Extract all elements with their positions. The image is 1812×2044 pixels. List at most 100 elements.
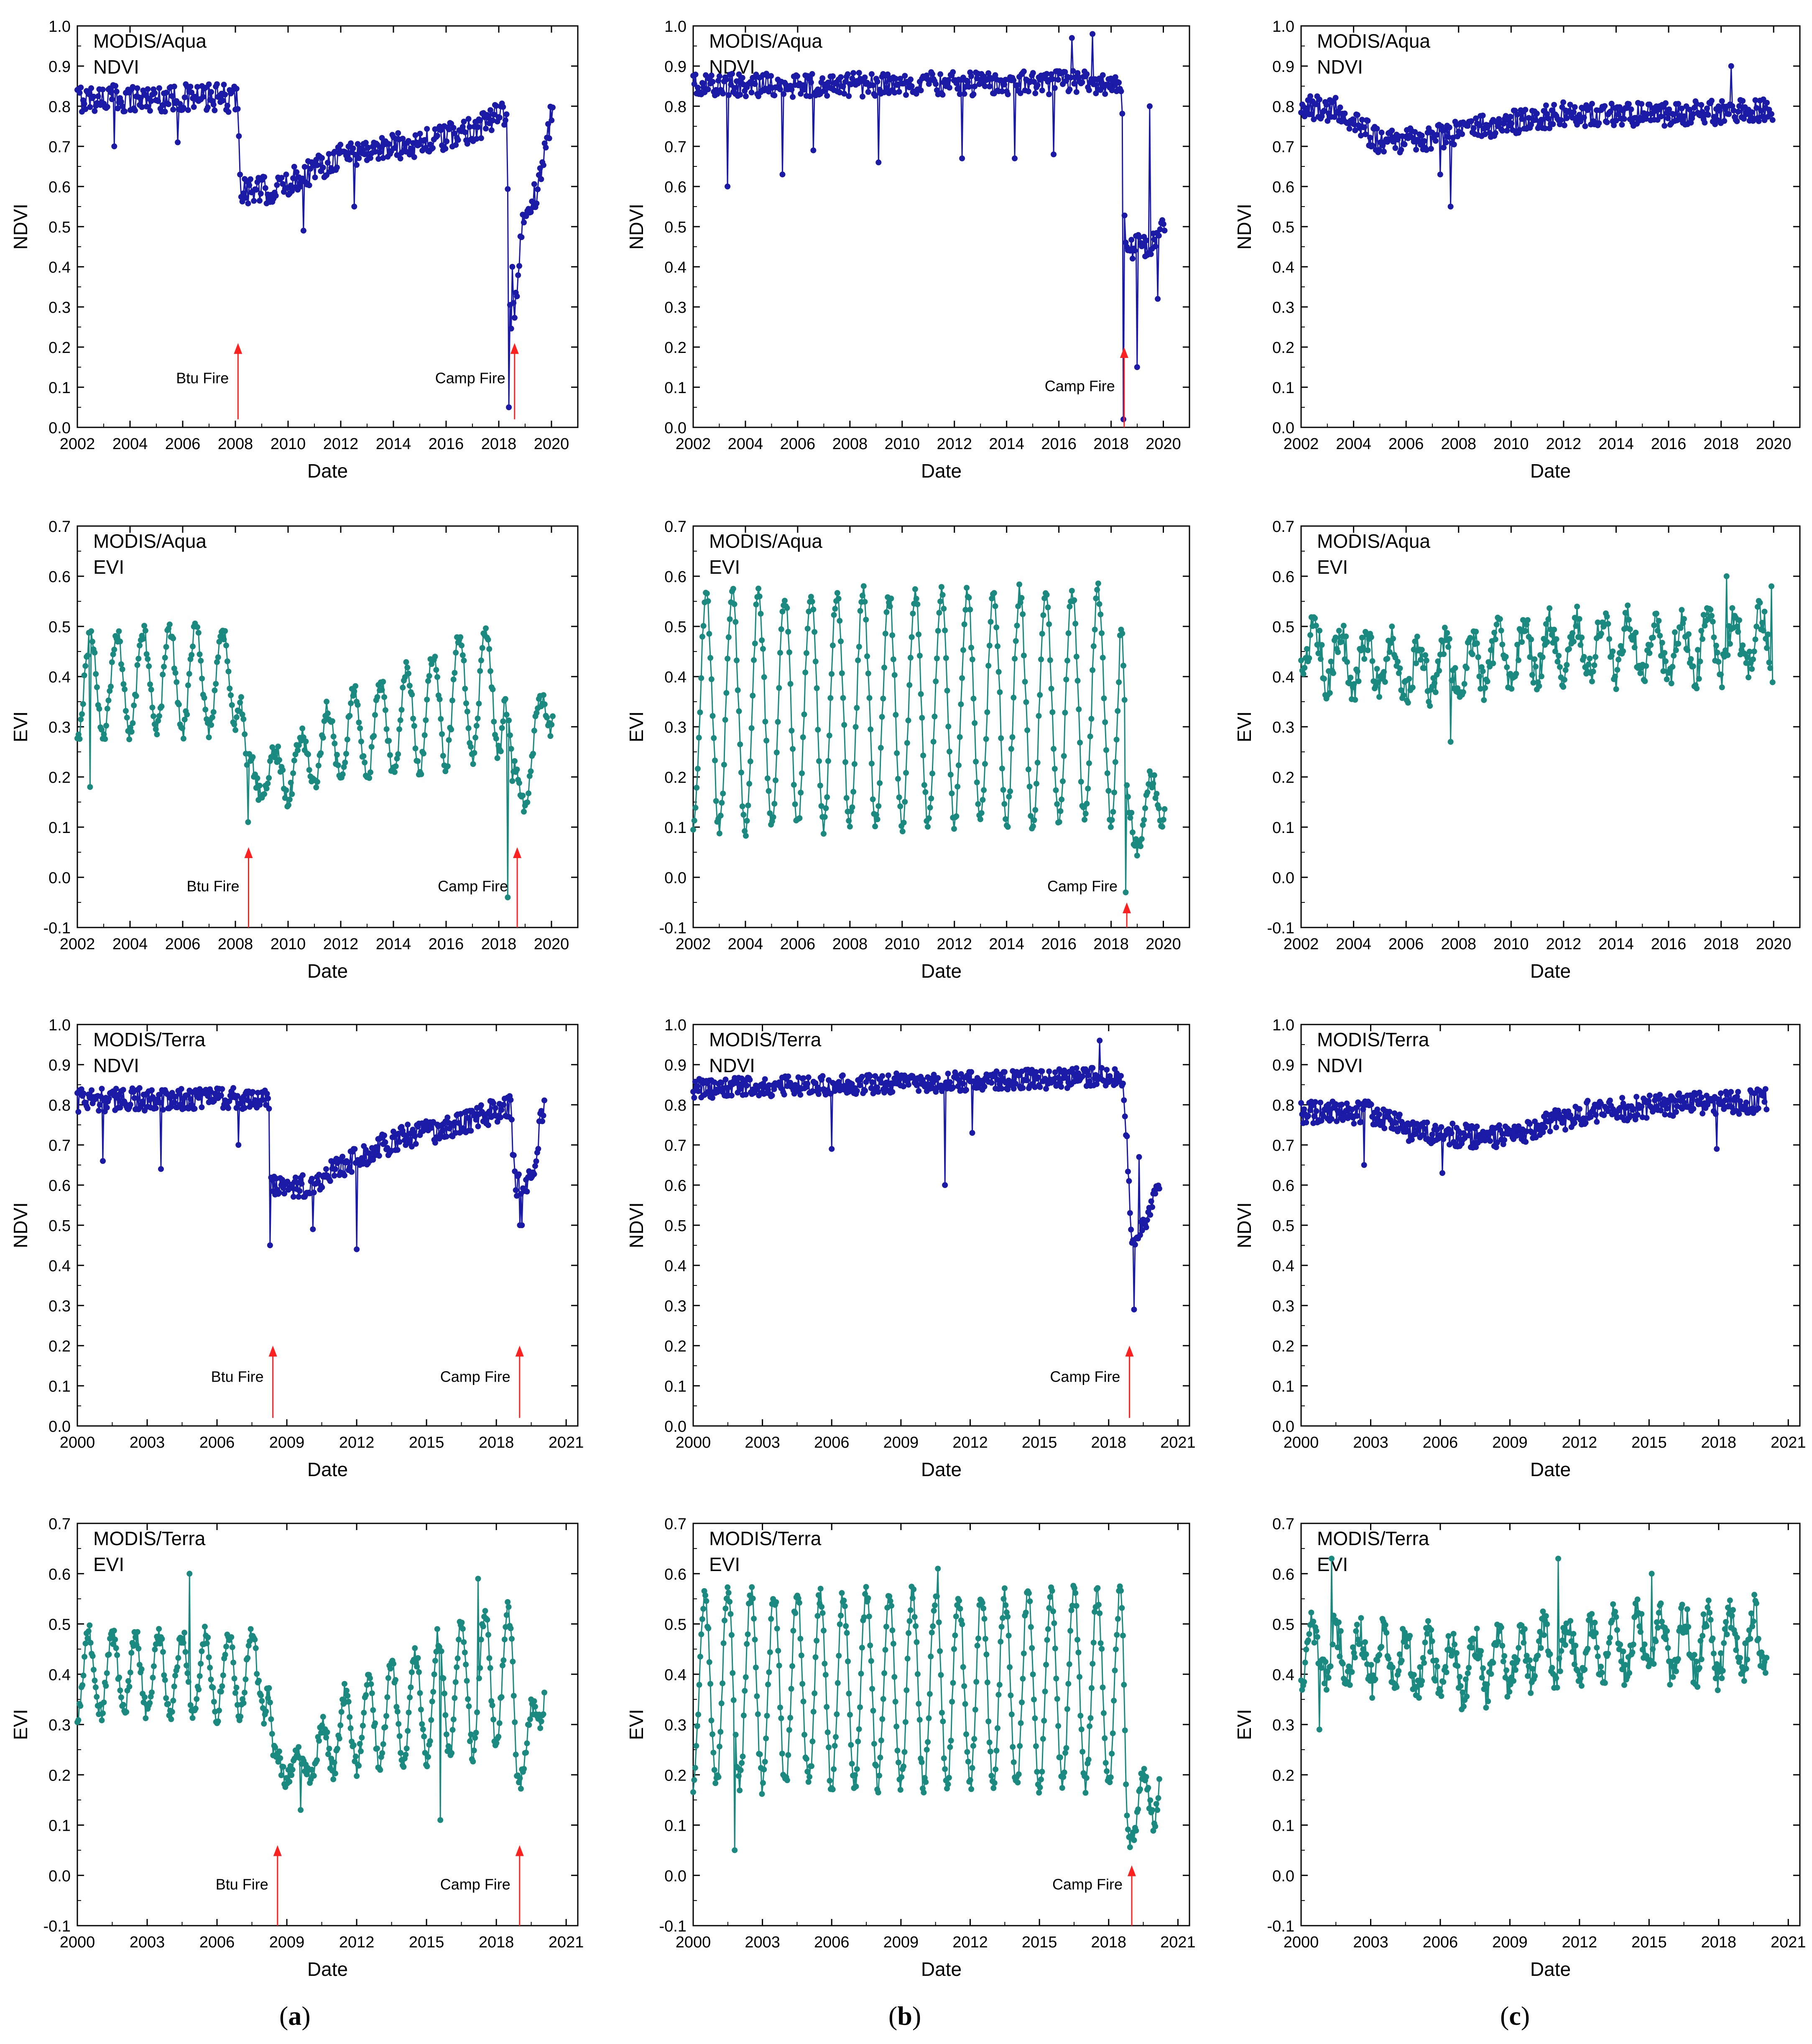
- data-point: [505, 894, 511, 900]
- chart-sensor-label: MODIS/Terra: [93, 1528, 206, 1549]
- y-tick-label: 1.0: [48, 1017, 71, 1034]
- data-point: [356, 155, 362, 161]
- x-tick-label: 2000: [676, 1434, 711, 1451]
- data-point: [715, 77, 722, 84]
- data-point: [1611, 122, 1617, 128]
- data-point: [1644, 1115, 1650, 1121]
- data-point: [903, 770, 909, 776]
- data-point: [1595, 619, 1601, 626]
- data-point: [1369, 142, 1376, 148]
- data-point: [160, 1649, 166, 1655]
- data-point: [748, 89, 755, 96]
- data-point: [1338, 639, 1345, 645]
- chart-sensor-label: MODIS/Aqua: [93, 530, 207, 552]
- data-point: [1152, 243, 1159, 250]
- data-point: [470, 761, 476, 767]
- data-point: [288, 779, 294, 786]
- data-point: [914, 601, 921, 608]
- data-point: [1698, 628, 1705, 634]
- data-point: [233, 714, 240, 721]
- data-point: [1474, 1123, 1480, 1129]
- data-point: [1448, 1130, 1455, 1136]
- data-point: [515, 272, 521, 278]
- data-point: [1313, 623, 1319, 629]
- data-point: [506, 404, 512, 410]
- data-point: [1680, 620, 1686, 626]
- data-point: [905, 717, 911, 723]
- data-point: [718, 1080, 725, 1086]
- data-point: [827, 695, 834, 701]
- data-point: [82, 663, 89, 669]
- y-tick-label: 0.4: [1272, 1257, 1294, 1275]
- data-point: [501, 122, 508, 128]
- data-point: [711, 735, 717, 741]
- data-point: [92, 1684, 99, 1690]
- y-tick-label: 0.2: [664, 1338, 687, 1355]
- y-tick-label: 0.5: [48, 1616, 71, 1634]
- data-point: [1666, 106, 1672, 112]
- data-point: [1514, 112, 1521, 118]
- data-point: [763, 738, 770, 744]
- data-point: [1051, 746, 1057, 752]
- data-point: [1378, 129, 1385, 135]
- data-point: [1501, 1137, 1508, 1143]
- data-point: [1717, 107, 1723, 114]
- data-point: [1727, 641, 1733, 647]
- data-point: [1714, 1146, 1720, 1152]
- data-point: [1128, 1226, 1134, 1233]
- data-point: [510, 300, 517, 306]
- data-point: [1307, 632, 1313, 638]
- data-point: [1538, 673, 1544, 680]
- data-point: [251, 198, 257, 204]
- data-point: [189, 1101, 195, 1108]
- data-point: [902, 799, 908, 805]
- data-point: [380, 679, 386, 685]
- data-point: [157, 1099, 163, 1106]
- data-point: [1409, 685, 1416, 690]
- data-point: [485, 1122, 491, 1128]
- data-point: [906, 682, 913, 688]
- data-point: [87, 1640, 94, 1646]
- data-point: [1374, 125, 1380, 132]
- data-point: [786, 649, 792, 655]
- data-point: [395, 130, 401, 136]
- fire-arrowhead: [513, 847, 522, 858]
- y-axis-title: EVI: [1233, 711, 1255, 742]
- data-point: [852, 724, 859, 730]
- y-tick-label: 0.5: [48, 1217, 71, 1235]
- data-point: [391, 769, 398, 775]
- data-point: [450, 125, 457, 131]
- data-point: [957, 91, 963, 97]
- y-tick-label: -0.1: [1267, 920, 1294, 937]
- data-point: [114, 1652, 120, 1658]
- data-point: [84, 652, 91, 659]
- data-point: [928, 795, 934, 802]
- data-point: [1549, 632, 1555, 638]
- x-tick-label: 2002: [676, 935, 711, 953]
- data-point: [826, 732, 832, 738]
- data-point: [354, 1246, 360, 1252]
- data-point: [190, 643, 196, 649]
- data-point: [1422, 652, 1429, 658]
- data-point: [464, 708, 470, 715]
- y-tick-label: 0.1: [48, 1378, 71, 1395]
- data-point: [143, 651, 150, 657]
- data-point: [1743, 1099, 1749, 1106]
- data-point: [152, 1646, 158, 1653]
- chart-index-label: NDVI: [1317, 1055, 1363, 1076]
- data-point: [968, 644, 974, 651]
- data-point: [995, 643, 1000, 649]
- data-point: [801, 87, 807, 93]
- data-point: [850, 70, 857, 76]
- data-point: [897, 76, 903, 82]
- data-point: [933, 81, 939, 87]
- data-point: [1381, 148, 1387, 155]
- y-tick-label: 0.0: [664, 419, 687, 437]
- data-point: [1360, 1106, 1366, 1112]
- data-point: [1626, 617, 1632, 623]
- data-point: [954, 784, 961, 790]
- data-point: [99, 1717, 105, 1724]
- data-point: [745, 802, 751, 809]
- data-point: [694, 1083, 700, 1089]
- data-point: [1657, 1091, 1663, 1098]
